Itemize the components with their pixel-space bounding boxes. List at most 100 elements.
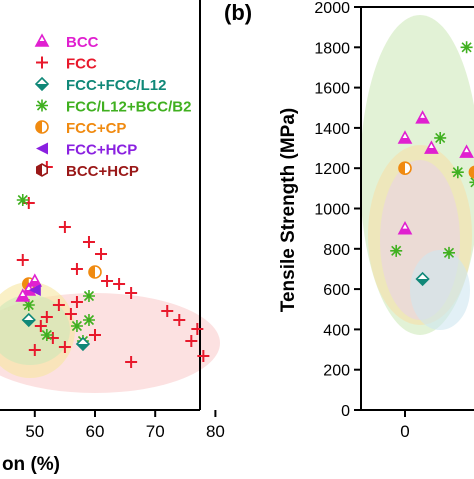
legend-item-fcc-l12-bcc-b2: FCC/L12+BCC/B2 — [36, 99, 191, 116]
point-b-bcc-3 — [459, 144, 474, 158]
legend-item-fcc-cp: FCC+CP — [35, 120, 126, 137]
legend-marker-0 — [34, 33, 50, 47]
point-fcc-l12-bcc-b2-1 — [82, 290, 95, 302]
point-fcc-24 — [70, 296, 83, 308]
y-tick-label-1600: 1600 — [314, 81, 350, 98]
legend-label: FCC+HCP — [66, 142, 137, 159]
point-fcc-8 — [161, 305, 174, 317]
x-tick-label-0: 0 — [400, 422, 409, 441]
point-fcc-fcc-l12-1 — [21, 312, 36, 328]
legend-item-fcc-fcc-l12: FCC+FCC/L12 — [34, 76, 166, 94]
point-b-fcc-l12-bcc-b2-9 — [434, 131, 447, 144]
point-b-fcc-cp-1 — [398, 161, 412, 175]
point-b-fcc-l12-bcc-b2-7 — [443, 246, 455, 259]
point-bcc-1 — [27, 273, 43, 287]
panel-b-regions — [360, 15, 474, 335]
point-fcc-12 — [197, 350, 210, 362]
legend-label: FCC — [66, 56, 97, 73]
x-tick-label-70: 70 — [146, 422, 165, 441]
panel-a: 50 60 70 80 on (%) BCC FCC FCC+FCC/L12 FCC/L12… — [0, 0, 225, 475]
y-tick-label-600: 600 — [323, 282, 350, 299]
fcc-l12-region-b — [410, 250, 470, 330]
panel-a-x-ticks: 50 60 70 80 — [25, 410, 225, 441]
panel-a-regions — [0, 282, 220, 393]
point-fcc-6 — [113, 278, 126, 290]
point-fcc-19 — [64, 308, 77, 320]
point-b-fcc-cp-3 — [468, 165, 474, 179]
legend-item-fcc-hcp: FCC+HCP — [36, 142, 137, 159]
legend-label: FCC+CP — [66, 120, 126, 137]
point-fcc-23 — [82, 236, 95, 248]
y-tick-label-1800: 1800 — [314, 40, 350, 57]
point-fcc-3 — [95, 248, 108, 260]
panel-b-y-ticks: 0 200 400 600 800 1000 1200 1400 1600 1800 2000 — [314, 0, 361, 420]
point-fcc-1 — [58, 221, 71, 233]
point-fcc-hcp-0 — [28, 284, 41, 296]
point-fcc-cp-0 — [88, 265, 102, 279]
y-tick-label-1400: 1400 — [314, 121, 350, 138]
point-fcc-l12-bcc-b2-2 — [82, 314, 95, 326]
point-fcc-4 — [70, 263, 83, 275]
panel-b-label: (b) — [224, 0, 252, 25]
legend-marker-3 — [36, 99, 48, 112]
legend-label: BCC+HCP — [66, 163, 139, 180]
point-b-bcc-0 — [415, 110, 430, 124]
point-fcc-17 — [34, 320, 47, 332]
point-fcc-9 — [173, 314, 186, 326]
legend-label: FCC/L12+BCC/B2 — [66, 99, 191, 116]
point-fcc-22 — [16, 254, 29, 266]
point-fcc-l12-bcc-b2-6 — [40, 329, 53, 341]
x-tick-label-50: 50 — [25, 422, 44, 441]
panel-a-legend: BCC FCC FCC+FCC/L12 FCC/L12+BCC/B2 FCC+CP FCC… — [34, 33, 191, 180]
point-b-fcc-l12-bcc-b2-4 — [451, 166, 464, 179]
point-b-bcc-2 — [424, 140, 439, 154]
legend-marker-5 — [36, 142, 48, 155]
point-fcc-l12-bcc-b2-0 — [16, 194, 29, 206]
point-fcc-11 — [185, 335, 198, 347]
point-fcc-20 — [89, 329, 101, 341]
panel-b-points — [390, 41, 474, 287]
point-bcc-2 — [15, 288, 31, 302]
point-b-bcc-1 — [397, 130, 413, 144]
point-fcc-21 — [125, 356, 138, 368]
point-fcc-l12-bcc-b2-5 — [22, 299, 35, 311]
legend-item-bcc-hcp: BCC+HCP — [36, 163, 139, 180]
legend-item-bcc: BCC — [34, 33, 99, 51]
legend-label: FCC+FCC/L12 — [66, 77, 166, 94]
panel-a-x-axis-title: on (%) — [2, 454, 60, 474]
point-fcc-13 — [40, 311, 53, 323]
y-tick-label-0: 0 — [341, 403, 350, 420]
y-tick-label-2000: 2000 — [314, 0, 350, 17]
point-b-fcc-fcc-l12-1 — [415, 271, 430, 287]
point-fcc-7 — [125, 287, 138, 299]
point-b-bcc-4 — [397, 220, 413, 235]
point-b-fcc-l12-bcc-b2-1 — [460, 41, 473, 54]
x-tick-label-80: 80 — [206, 422, 225, 441]
point-fcc-18 — [52, 299, 65, 311]
panel-b-x-ticks: 0 — [400, 410, 410, 441]
y-tick-label-800: 800 — [323, 242, 350, 259]
point-b-fcc-l12-bcc-b2-8 — [390, 244, 403, 257]
point-fcc-16 — [28, 344, 41, 356]
panel-b: (b) 0 200 400 600 800 1000 1200 1400 1600 1800 200… — [224, 0, 474, 441]
legend-marker-6 — [36, 163, 48, 177]
y-tick-label-1000: 1000 — [314, 202, 350, 219]
point-fcc-5 — [101, 275, 114, 287]
point-fcc-l12-bcc-b2-4 — [70, 320, 83, 332]
y-tick-label-200: 200 — [323, 363, 350, 380]
y-tick-label-1200: 1200 — [314, 161, 350, 178]
legend-marker-4 — [35, 120, 49, 134]
panel-b-y-axis-title: Tensile Strength (MPa) — [278, 108, 299, 312]
x-tick-label-60: 60 — [86, 422, 105, 441]
legend-marker-1 — [36, 56, 48, 69]
legend-marker-2 — [34, 76, 50, 92]
point-fcc-10 — [191, 323, 204, 335]
point-fcc-15 — [58, 341, 71, 353]
legend-label: BCC — [66, 34, 99, 51]
legend-item-fcc: FCC — [36, 56, 97, 73]
fcc-l12-region — [0, 295, 70, 365]
y-tick-label-400: 400 — [323, 322, 350, 339]
point-fcc-fcc-l12-0 — [75, 336, 91, 352]
